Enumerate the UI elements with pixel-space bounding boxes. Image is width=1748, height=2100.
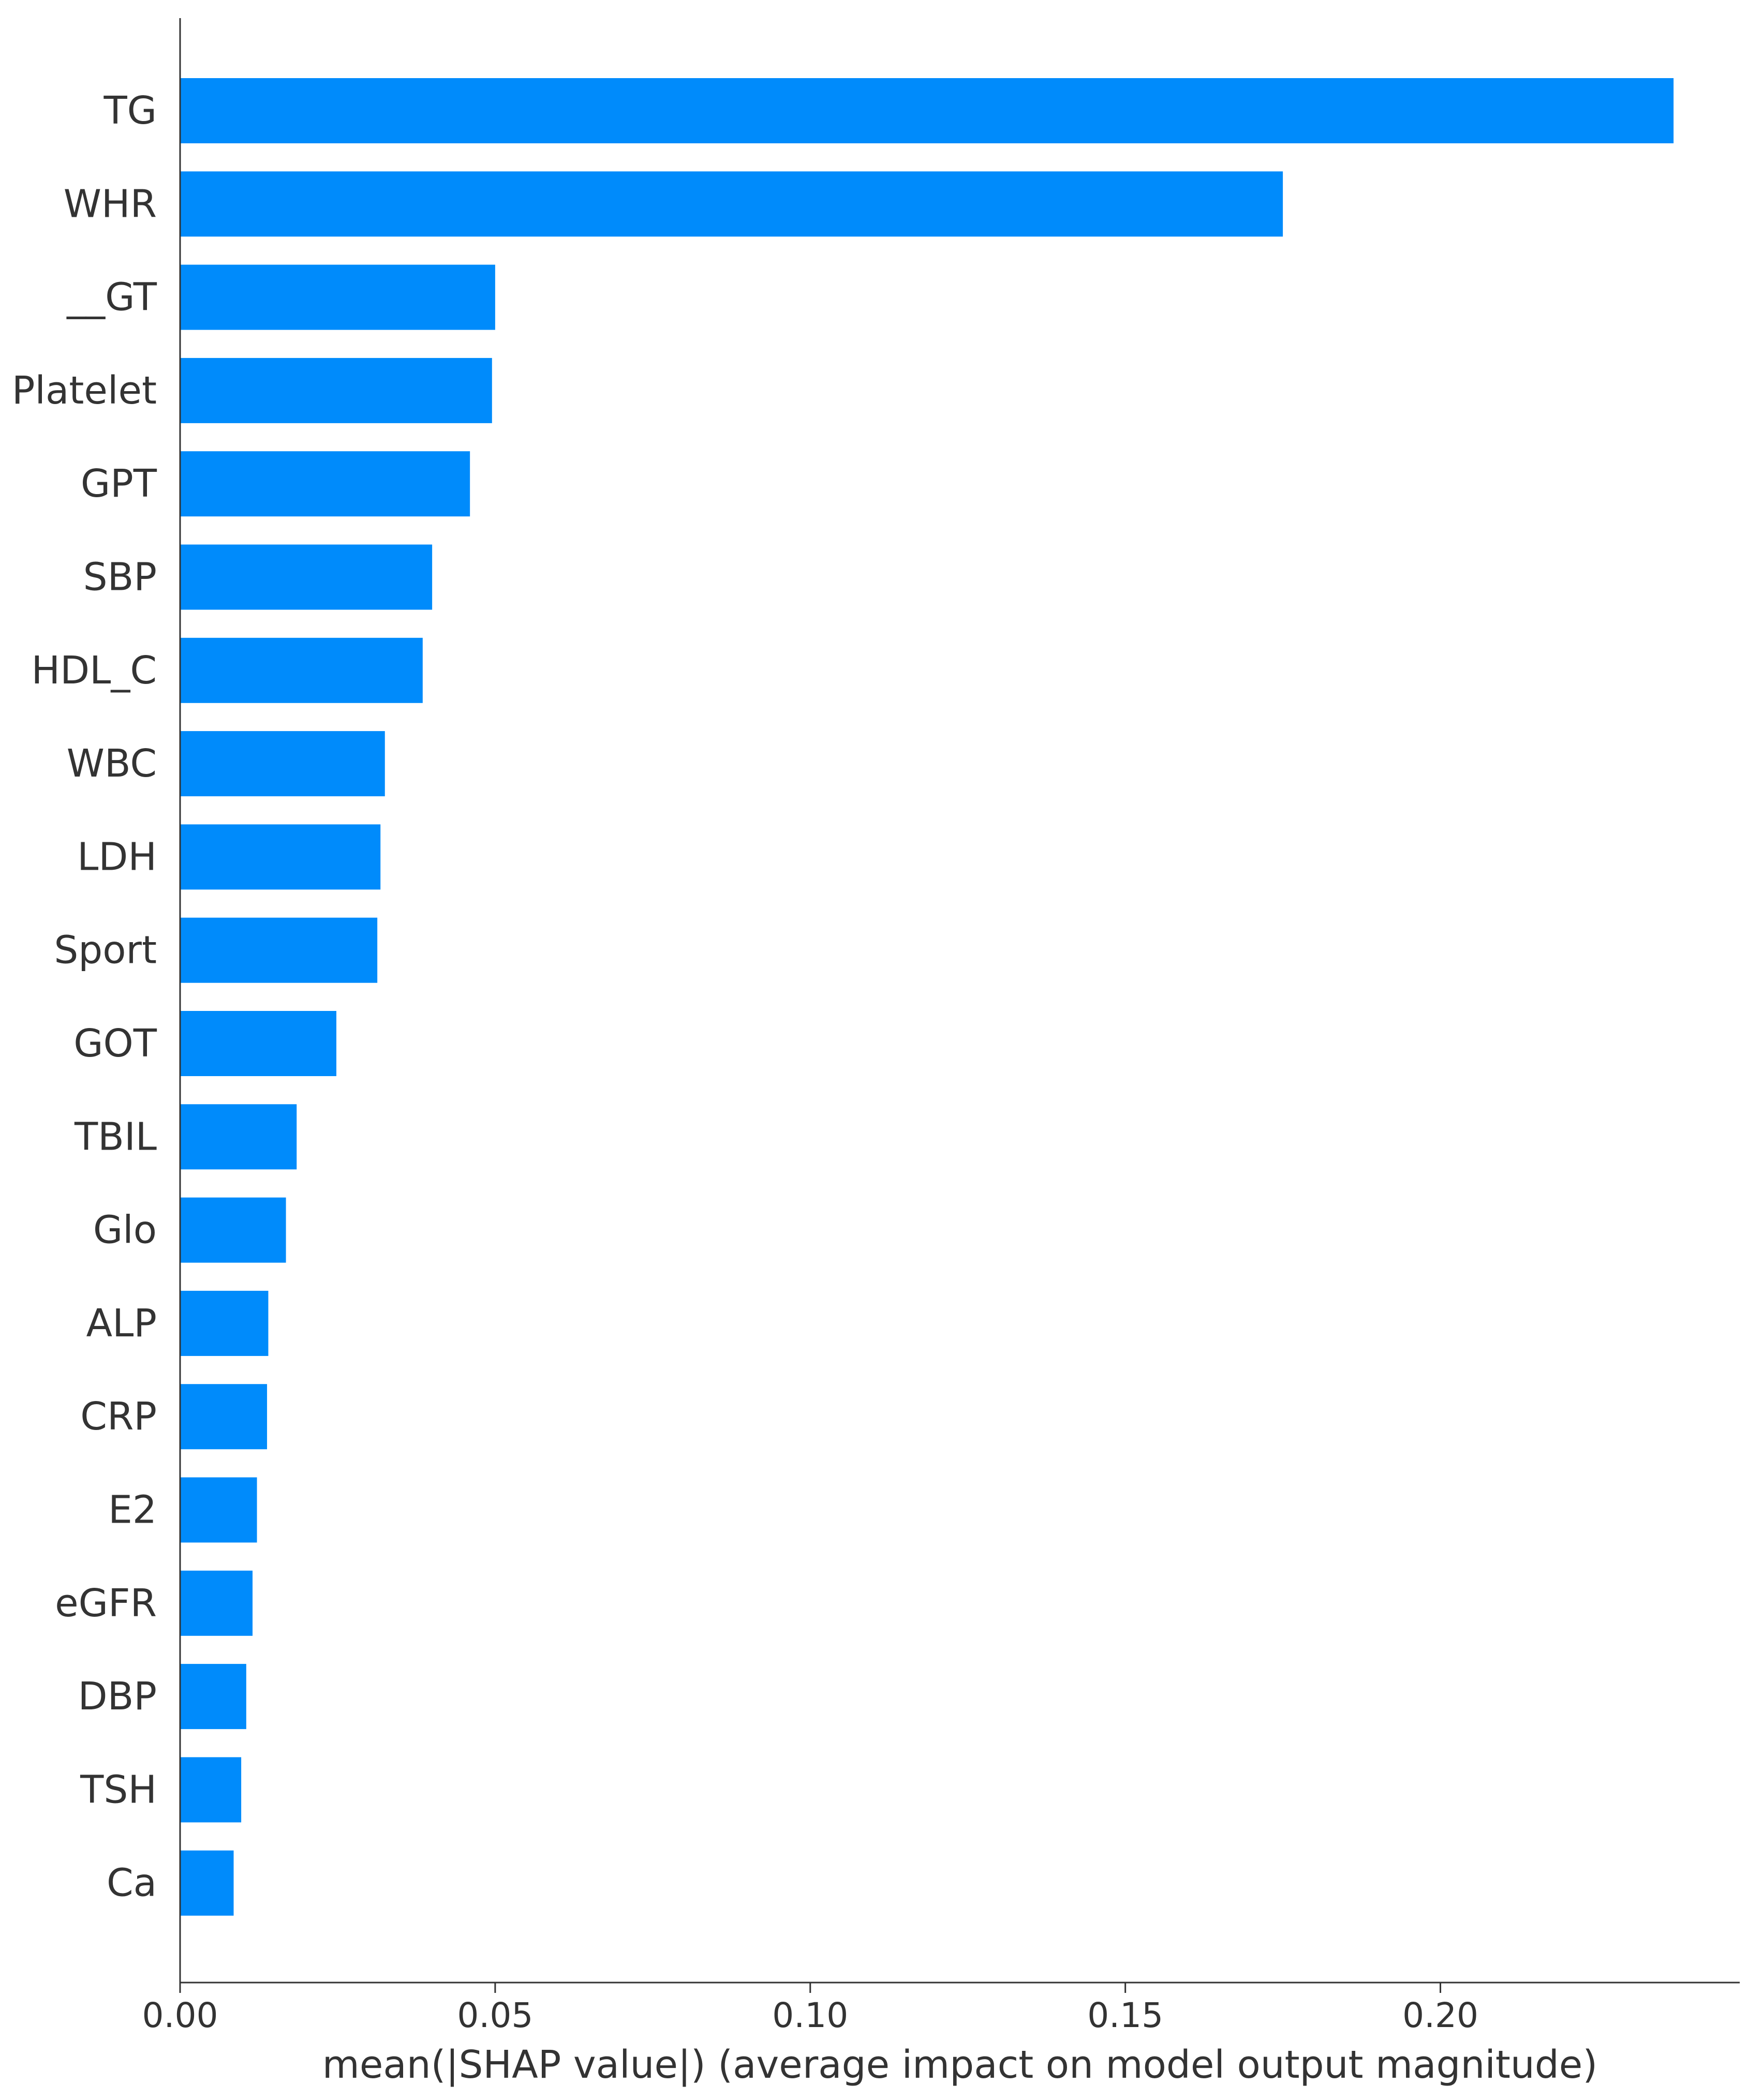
feature-label: GPT (81, 461, 157, 506)
feature-label: WHR (64, 182, 157, 226)
bar-tbil (180, 1104, 297, 1170)
bar-wbc (180, 731, 385, 797)
bar-crp (180, 1384, 268, 1450)
bar-e2 (180, 1477, 257, 1543)
feature-label: SBP (83, 555, 157, 600)
bar-ldh (180, 824, 381, 890)
feature-label: Sport (54, 928, 157, 973)
x-tick-label: 0.00 (142, 1995, 218, 2035)
feature-label: DBP (78, 1674, 157, 1719)
bar-egfr (180, 1570, 253, 1636)
feature-label: __GT (66, 275, 157, 320)
bar-sport (180, 917, 378, 983)
feature-label: WBC (67, 741, 157, 786)
x-axis-title: mean(|SHAP value|) (average impact on mo… (322, 2043, 1597, 2087)
x-tick-label: 0.10 (772, 1995, 848, 2035)
feature-labels: TG WHR __GT Platelet GPT SBP HDL_C WBC LDH Sport G… (12, 88, 157, 1905)
bar-whr (180, 171, 1283, 237)
bar-gpt (180, 451, 470, 517)
bar-glo (180, 1197, 286, 1263)
feature-label: ALP (86, 1301, 157, 1346)
bar-platelet (180, 358, 492, 423)
bar-got (180, 1011, 337, 1076)
feature-label: TG (103, 88, 157, 133)
bar-tsh (180, 1757, 242, 1823)
feature-label: Glo (93, 1208, 157, 1253)
x-tick-label: 0.05 (457, 1995, 533, 2035)
feature-label: Platelet (12, 368, 157, 413)
feature-label: E2 (108, 1488, 157, 1532)
feature-label: TBIL (74, 1114, 157, 1159)
feature-label: CRP (80, 1394, 157, 1439)
x-tick-label: 0.15 (1087, 1995, 1163, 2035)
feature-label: HDL_C (31, 648, 157, 693)
bar-gt (180, 264, 495, 330)
bar-dbp (180, 1664, 246, 1730)
bar-ca (180, 1850, 234, 1916)
feature-label: LDH (77, 835, 157, 879)
feature-label: TSH (80, 1767, 157, 1812)
bar-tg (180, 78, 1674, 143)
bar-hdl-c (180, 637, 423, 703)
x-axis-ticks: 0.00 0.05 0.10 0.15 0.20 (142, 1983, 1478, 2035)
bars-layer (180, 78, 1674, 1916)
feature-label: eGFR (55, 1581, 157, 1626)
feature-label: Ca (107, 1861, 157, 1905)
feature-label: GOT (73, 1021, 157, 1066)
bar-sbp (180, 544, 433, 610)
bar-alp (180, 1290, 269, 1356)
x-tick-label: 0.20 (1402, 1995, 1478, 2035)
